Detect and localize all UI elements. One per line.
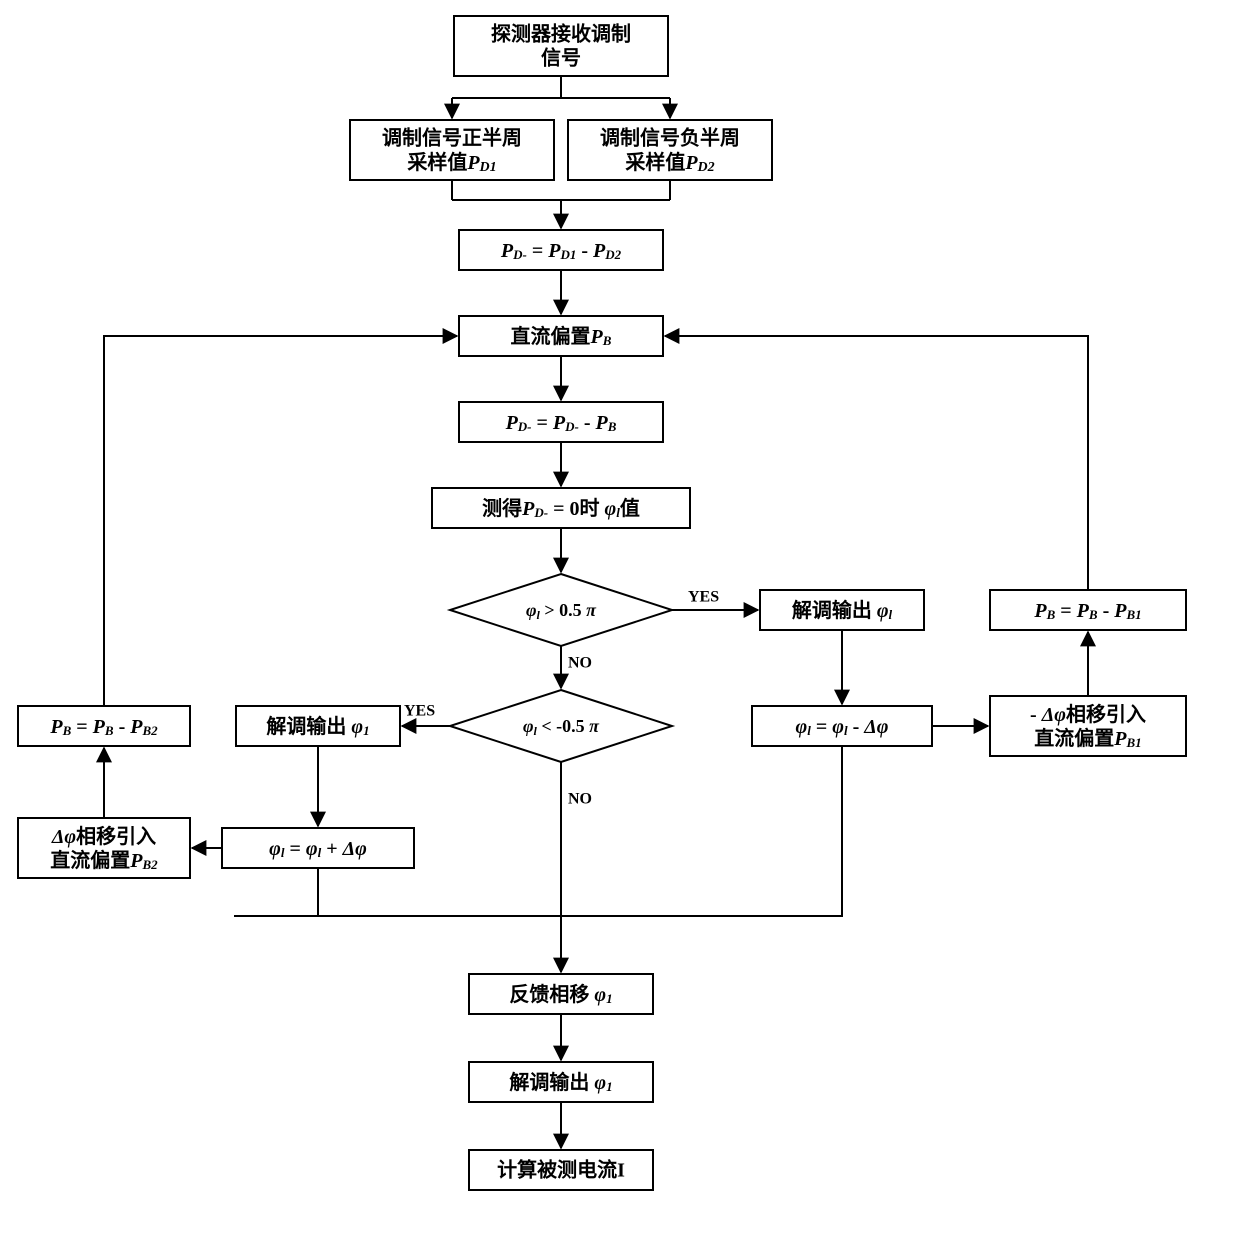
label-no-2: NO	[568, 791, 592, 808]
node-pos-half-l1: 调制信号正半周	[382, 126, 522, 150]
node-measure-text: 测得PD- = 0时 φl值	[482, 496, 640, 520]
node-pb1-intro-l1: - Δφ相移引入	[1030, 702, 1146, 726]
label-yes-1: YES	[688, 589, 719, 606]
node-demod-left-text: 解调输出 φ1	[266, 714, 369, 738]
edge-feedback-left	[104, 336, 457, 706]
edge-feedback-right	[665, 336, 1088, 590]
node-calc-i-text: 计算被测电流I	[497, 1158, 625, 1182]
node-receive-l1: 探测器接收调制	[491, 22, 631, 46]
node-feedback-text: 反馈相移 φ1	[509, 982, 612, 1006]
node-demod-out-text: 解调输出 φ1	[509, 1070, 612, 1094]
node-neg-half-l1: 调制信号负半周	[600, 126, 740, 150]
label-no-1: NO	[568, 655, 592, 672]
label-yes-2: YES	[404, 703, 435, 720]
node-pb2-intro-l1: Δφ相移引入	[51, 824, 156, 848]
node-demod-right-text: 解调输出 φl	[792, 598, 893, 622]
node-dc-bias-text: 直流偏置PB	[511, 324, 612, 348]
node-pb1-intro-l2: 直流偏置PB1	[1034, 726, 1141, 750]
node-pb2-intro-l2: 直流偏置PB2	[50, 848, 158, 872]
flowchart-svg: 探测器接收调制 信号 调制信号正半周 采样值PD1 调制信号负半周 采样值PD2…	[0, 0, 1240, 1237]
node-receive-l2: 信号	[541, 46, 581, 70]
